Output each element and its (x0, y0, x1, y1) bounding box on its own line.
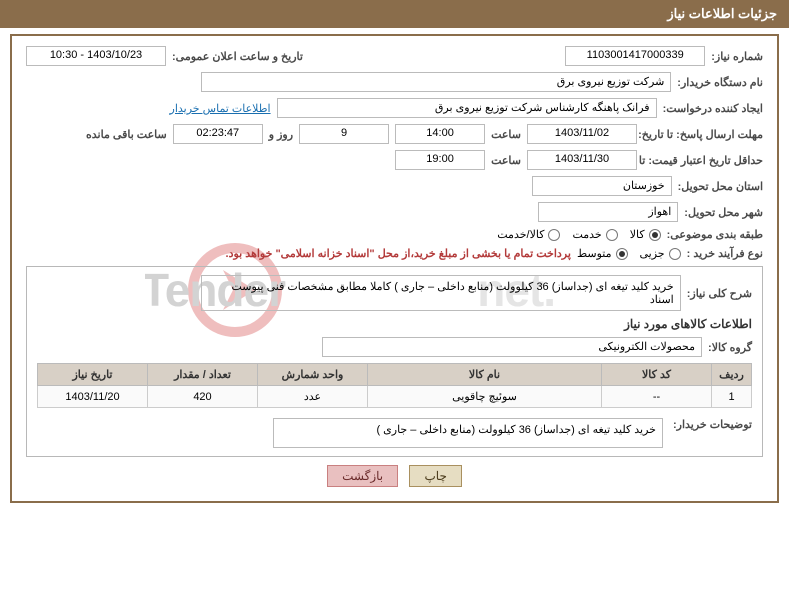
table-header: نام کالا (368, 364, 602, 386)
radio-label: کالا (630, 228, 645, 241)
table-cell: -- (602, 386, 712, 408)
category-radios: کالا خدمت کالا/خدمت (497, 228, 660, 241)
radio-icon (548, 229, 560, 241)
validity-date: 1403/11/30 (527, 150, 637, 170)
province-label: استان محل تحویل: (678, 180, 763, 193)
radio-label: کالا/خدمت (497, 228, 544, 241)
city-value: اهواز (538, 202, 678, 222)
province-value: خوزستان (532, 176, 672, 196)
button-row: چاپ بازگشت (26, 465, 763, 487)
announce-label: تاریخ و ساعت اعلان عمومی: (172, 50, 303, 63)
panel-header: جزئیات اطلاعات نیاز (0, 0, 789, 28)
detail-subbox: شرح کلی نیاز: خرید کلید تیغه ای (جداساز)… (26, 266, 763, 457)
general-desc-label: شرح کلی نیاز: (687, 287, 752, 300)
radio-icon (616, 248, 628, 260)
buyer-note-value: خرید کلید تیغه ای (جداساز) 36 کیلوولت (م… (273, 418, 663, 448)
announce-value: 1403/10/23 - 10:30 (26, 46, 166, 66)
radio-label: متوسط (577, 247, 612, 260)
radio-option[interactable]: کالا/خدمت (497, 228, 560, 241)
org-label: نام دستگاه خریدار: (677, 76, 763, 89)
print-button[interactable]: چاپ (409, 465, 461, 487)
city-label: شهر محل تحویل: (684, 206, 763, 219)
requester-value: فرانک پاهنگه کارشناس شرکت توزیع نیروی بر… (277, 98, 657, 118)
validity-time-label: ساعت (491, 154, 521, 167)
need-no-value: 1103001417000339 (565, 46, 705, 66)
radio-label: جزیی (640, 247, 665, 260)
deadline-time-label: ساعت (491, 128, 521, 141)
radio-option[interactable]: متوسط (577, 247, 628, 260)
deadline-countdown: 02:23:47 (173, 124, 263, 144)
radio-option[interactable]: جزیی (640, 247, 681, 260)
table-cell: 1 (712, 386, 752, 408)
deadline-remain: ساعت باقی مانده (86, 128, 167, 141)
validity-label: حداقل تاریخ اعتبار قیمت: تا تاریخ: (643, 154, 763, 167)
process-note: پرداخت تمام یا بخشی از مبلغ خرید،از محل … (226, 247, 571, 260)
table-header: تاریخ نیاز (38, 364, 148, 386)
general-desc-value: خرید کلید تیغه ای (جداساز) 36 کیلوولت (م… (201, 275, 681, 311)
group-label: گروه کالا: (708, 341, 752, 354)
table-cell: عدد (258, 386, 368, 408)
main-panel: شماره نیاز: 1103001417000339 تاریخ و ساع… (10, 34, 779, 503)
table-header: کد کالا (602, 364, 712, 386)
deadline-time: 14:00 (395, 124, 485, 144)
items-table: ردیفکد کالانام کالاواحد شمارشتعداد / مقد… (37, 363, 752, 408)
table-header: ردیف (712, 364, 752, 386)
radio-label: خدمت (572, 228, 601, 241)
table-cell: 1403/11/20 (38, 386, 148, 408)
table-header: واحد شمارش (258, 364, 368, 386)
table-cell: سوئیچ چاقویی (368, 386, 602, 408)
radio-icon (649, 229, 661, 241)
deadline-date: 1403/11/02 (527, 124, 637, 144)
category-label: طبقه بندی موضوعی: (667, 228, 763, 241)
radio-icon (606, 229, 618, 241)
buyer-note-label: توضیحات خریدار: (673, 418, 752, 431)
table-row: 1--سوئیچ چاقوییعدد4201403/11/20 (38, 386, 752, 408)
org-value: شرکت توزیع نیروی برق (201, 72, 671, 92)
validity-time: 19:00 (395, 150, 485, 170)
process-radios: جزیی متوسط (577, 247, 681, 260)
items-section-title: اطلاعات کالاهای مورد نیاز (37, 317, 752, 331)
contact-link[interactable]: اطلاعات تماس خریدار (170, 102, 271, 115)
group-value: محصولات الکترونیکی (322, 337, 702, 357)
radio-option[interactable]: خدمت (572, 228, 617, 241)
radio-icon (669, 248, 681, 260)
table-cell: 420 (148, 386, 258, 408)
radio-option[interactable]: کالا (630, 228, 661, 241)
deadline-days-and: روز و (269, 128, 293, 141)
process-label: نوع فرآیند خرید : (687, 247, 763, 260)
back-button[interactable]: بازگشت (327, 465, 398, 487)
need-no-label: شماره نیاز: (711, 50, 763, 63)
requester-label: ایجاد کننده درخواست: (663, 102, 763, 115)
deadline-days: 9 (299, 124, 389, 144)
panel-title: جزئیات اطلاعات نیاز (667, 6, 777, 21)
deadline-label: مهلت ارسال پاسخ: تا تاریخ: (643, 128, 763, 141)
table-header: تعداد / مقدار (148, 364, 258, 386)
